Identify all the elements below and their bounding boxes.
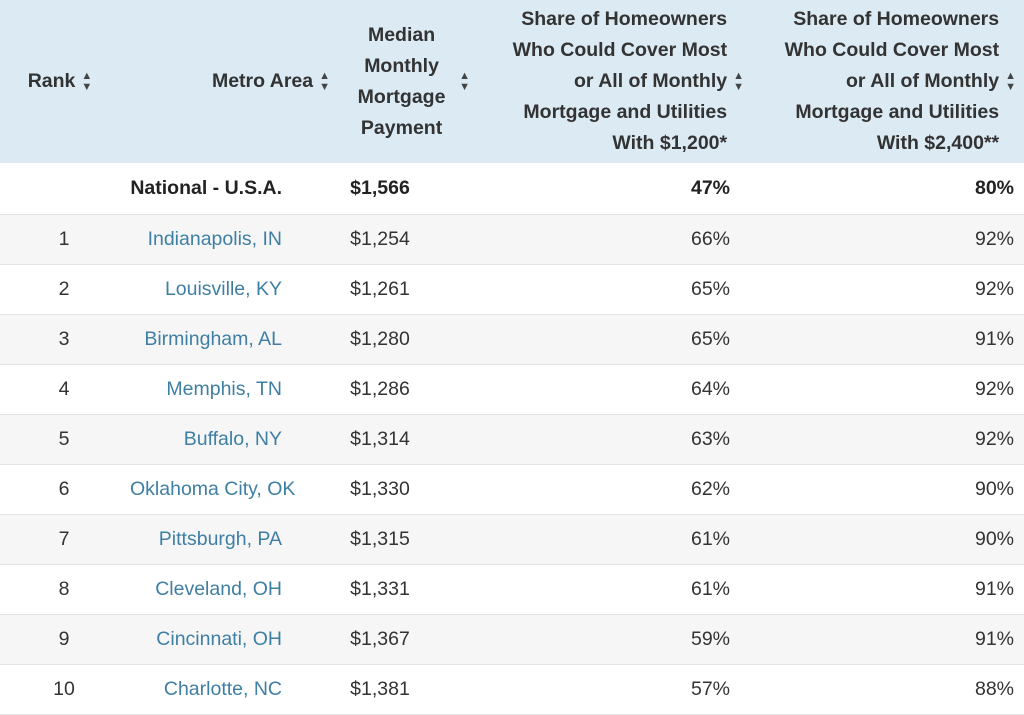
column-header-metro-area[interactable]: Metro Area ▲ ▼ (120, 0, 340, 163)
metro-cell: Memphis, TN (120, 364, 340, 414)
table-row: 1 Indianapolis, IN $1,254 66% 92% (0, 214, 1024, 264)
table-row: 9 Cincinnati, OH $1,367 59% 91% (0, 614, 1024, 664)
payment-cell: $1,280 (350, 327, 410, 350)
sort-arrows-icon[interactable]: ▲ ▼ (459, 69, 470, 93)
metro-cell: Indianapolis, IN (120, 214, 340, 264)
metro-link[interactable]: Cincinnati, OH (156, 627, 282, 650)
rank-cell: 5 (58, 427, 70, 450)
share-1200-cell: 57% (690, 677, 730, 700)
share-2400-cell: 91% (974, 627, 1014, 650)
metro-cell: Cincinnati, OH (120, 614, 340, 664)
payment-cell: $1,254 (350, 227, 410, 250)
column-header-label: Rank (27, 70, 76, 92)
sort-arrows-icon[interactable]: ▲ ▼ (1005, 69, 1016, 93)
metro-cell: Oklahoma City, OK (120, 464, 340, 514)
rank-cell: 10 (53, 677, 75, 700)
share-2400-cell: 91% (974, 327, 1014, 350)
sort-arrows-icon[interactable]: ▲ ▼ (81, 69, 93, 93)
table-row: 7 Pittsburgh, PA $1,315 61% 90% (0, 514, 1024, 564)
column-header-label: Share of Homeowners Who Could Cover Most… (784, 8, 1000, 154)
column-header-label: Share of Homeowners Who Could Cover Most… (512, 8, 728, 154)
column-header-share-2400[interactable]: Share of Homeowners Who Could Cover Most… (750, 0, 1024, 163)
share-1200-cell: 47% (690, 176, 730, 199)
column-header-label: Metro Area (211, 70, 314, 92)
payment-cell: $1,315 (350, 527, 410, 550)
table-row: 3 Birmingham, AL $1,280 65% 91% (0, 314, 1024, 364)
metro-cell: Buffalo, NY (120, 414, 340, 464)
payment-cell: $1,331 (350, 577, 410, 600)
rank-cell: 1 (58, 227, 70, 250)
payment-cell: $1,314 (350, 427, 410, 450)
payment-cell: $1,286 (350, 377, 410, 400)
share-2400-cell: 88% (974, 677, 1014, 700)
rank-cell: 6 (58, 477, 70, 500)
metro-link[interactable]: Memphis, TN (166, 377, 282, 400)
rank-cell: 8 (58, 577, 70, 600)
column-header-share-1200[interactable]: Share of Homeowners Who Could Cover Most… (480, 0, 750, 163)
column-header-median-payment[interactable]: Median Monthly Mortgage Payment ▲ ▼ (340, 0, 480, 163)
metro-cell: Birmingham, AL (120, 314, 340, 364)
share-2400-cell: 92% (974, 377, 1014, 400)
metro-cell: National - U.S.A. (130, 176, 282, 199)
payment-cell: $1,566 (350, 176, 410, 199)
share-2400-cell: 92% (974, 277, 1014, 300)
national-row: National - U.S.A. $1,566 47% 80% (0, 163, 1024, 214)
payment-cell: $1,381 (350, 677, 410, 700)
share-1200-cell: 63% (690, 427, 730, 450)
metro-cell: Cleveland, OH (120, 564, 340, 614)
payment-cell: $1,261 (350, 277, 410, 300)
metro-link[interactable]: Indianapolis, IN (147, 227, 282, 250)
share-1200-cell: 64% (690, 377, 730, 400)
metro-link[interactable]: Buffalo, NY (183, 427, 282, 450)
share-2400-cell: 80% (974, 176, 1014, 199)
metro-link[interactable]: Louisville, KY (164, 277, 282, 300)
column-header-rank[interactable]: Rank ▲ ▼ (0, 0, 120, 163)
table-row: 2 Louisville, KY $1,261 65% 92% (0, 264, 1024, 314)
table-row: 8 Cleveland, OH $1,331 61% 91% (0, 564, 1024, 614)
table-row: 10 Charlotte, NC $1,381 57% 88% (0, 664, 1024, 714)
share-2400-cell: 91% (974, 577, 1014, 600)
metro-cell: Pittsburgh, PA (120, 514, 340, 564)
share-2400-cell: 92% (974, 427, 1014, 450)
share-1200-cell: 66% (690, 227, 730, 250)
metro-cell: Louisville, KY (120, 264, 340, 314)
header-row: Rank ▲ ▼ Metro Area ▲ ▼ Median Monthly Mor… (0, 0, 1024, 163)
share-1200-cell: 65% (690, 327, 730, 350)
share-1200-cell: 61% (690, 527, 730, 550)
table-body: National - U.S.A. $1,566 47% 80% 1 India… (0, 163, 1024, 714)
share-2400-cell: 90% (974, 477, 1014, 500)
metro-link[interactable]: Oklahoma City, OK (130, 477, 296, 500)
rank-cell (0, 163, 120, 214)
sort-arrows-icon[interactable]: ▲ ▼ (319, 69, 330, 93)
table-row: 6 Oklahoma City, OK $1,330 62% 90% (0, 464, 1024, 514)
payment-cell: $1,330 (350, 477, 410, 500)
metro-link[interactable]: Cleveland, OH (155, 577, 282, 600)
share-2400-cell: 92% (974, 227, 1014, 250)
rank-cell: 7 (58, 527, 70, 550)
column-header-label: Median Monthly Mortgage Payment (357, 23, 446, 139)
table-row: 5 Buffalo, NY $1,314 63% 92% (0, 414, 1024, 464)
share-2400-cell: 90% (974, 527, 1014, 550)
metro-link[interactable]: Pittsburgh, PA (158, 527, 282, 550)
sort-arrows-icon[interactable]: ▲ ▼ (733, 69, 744, 93)
table-header: Rank ▲ ▼ Metro Area ▲ ▼ Median Monthly Mor… (0, 0, 1024, 163)
share-1200-cell: 65% (690, 277, 730, 300)
rank-cell: 4 (58, 377, 70, 400)
metro-link[interactable]: Charlotte, NC (163, 677, 282, 700)
rank-cell: 9 (58, 627, 70, 650)
metro-link[interactable]: Birmingham, AL (144, 327, 282, 350)
share-1200-cell: 61% (690, 577, 730, 600)
payment-cell: $1,367 (350, 627, 410, 650)
metro-cell: Charlotte, NC (120, 664, 340, 714)
table-row: 4 Memphis, TN $1,286 64% 92% (0, 364, 1024, 414)
rank-cell: 2 (58, 277, 70, 300)
share-1200-cell: 62% (690, 477, 730, 500)
share-1200-cell: 59% (690, 627, 730, 650)
rank-cell: 3 (58, 327, 70, 350)
